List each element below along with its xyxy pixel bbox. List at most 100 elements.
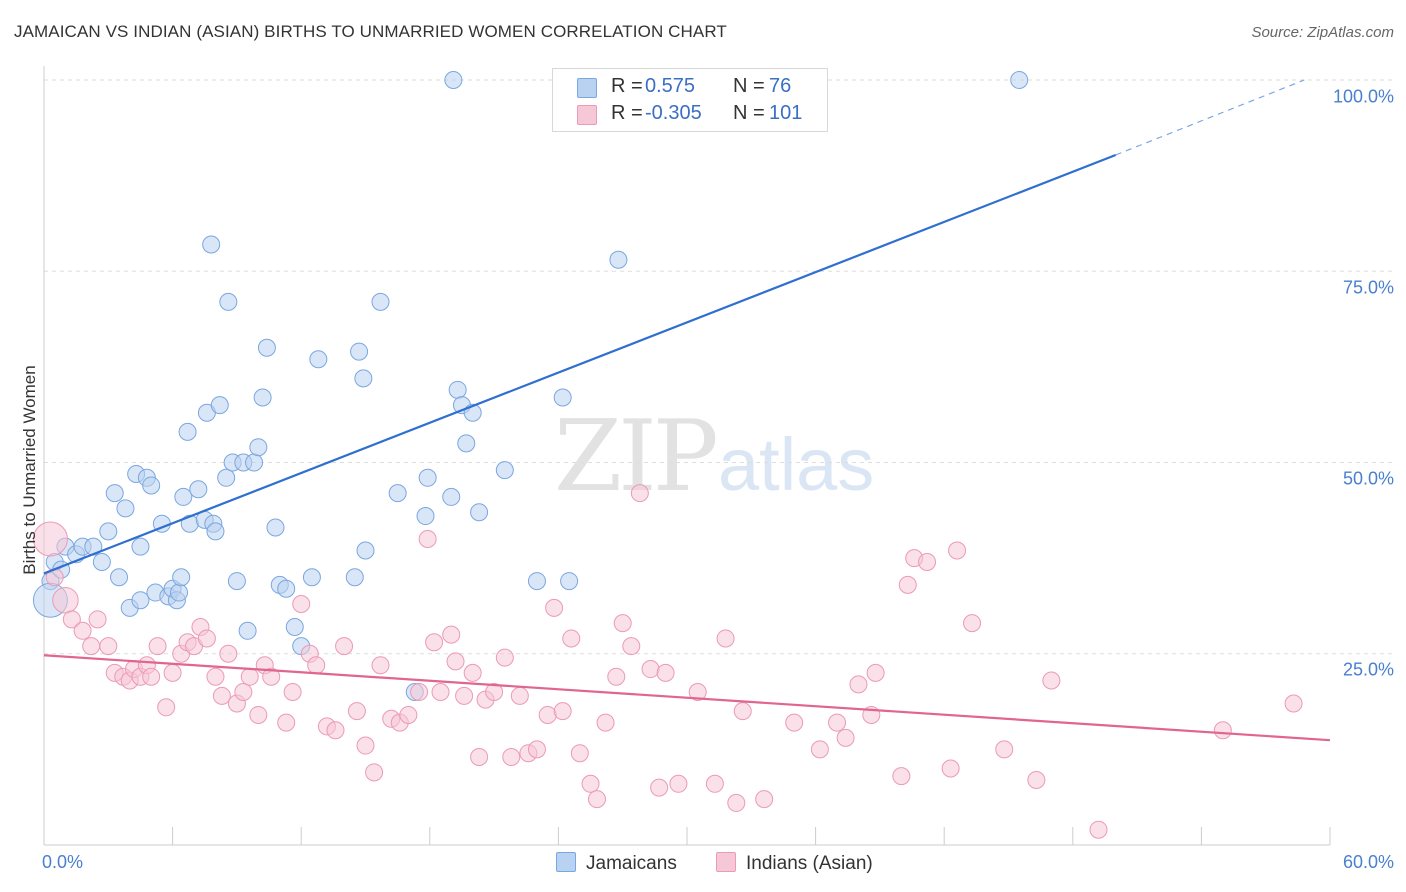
jamaican-point (448, 380, 467, 399)
jamaican-point (345, 568, 364, 587)
y-tick-label-100: 100.0% (1332, 86, 1394, 107)
indian-point (607, 667, 626, 686)
indian-point (283, 683, 302, 701)
indian-point (785, 713, 804, 732)
indian-point (399, 705, 418, 724)
bottom-legend-swatch (716, 852, 736, 872)
indian-point (148, 637, 167, 656)
jamaican-point (238, 621, 257, 640)
indian-point (470, 748, 489, 767)
bottom-legend-label: Indians (Asian) (746, 853, 873, 874)
jamaican-point (416, 507, 435, 526)
indian-point (892, 767, 911, 786)
legend-swatch-jamaicans (577, 78, 597, 98)
jamaican-point (442, 487, 461, 506)
indian-point (545, 598, 564, 617)
indian-point (212, 686, 231, 705)
indian-point (716, 629, 735, 648)
indian-point (206, 667, 225, 686)
indian-point (898, 575, 917, 594)
indian-point (755, 790, 774, 809)
jamaican-trend-line-extension (1115, 79, 1305, 156)
indian-point (650, 778, 669, 797)
indian-point (641, 660, 660, 679)
y-tick-label-25: 25.0% (1342, 659, 1394, 680)
indian-point (866, 663, 885, 682)
indian-point (656, 663, 675, 682)
x-tick-label-min: 0.0% (42, 852, 84, 872)
indian-point (371, 656, 390, 675)
indian-point (570, 744, 589, 763)
indian-point (292, 595, 311, 614)
jamaican-point (354, 369, 373, 388)
indian-point (442, 625, 461, 644)
indian-point (52, 586, 79, 614)
chart-title: JAMAICAN VS INDIAN (ASIAN) BIRTHS TO UNM… (14, 22, 727, 41)
jamaican-point (560, 572, 579, 591)
indian-point (418, 530, 437, 548)
indian-point (810, 740, 829, 759)
indian-point (510, 686, 529, 705)
jamaican-point (131, 537, 150, 556)
jamaican-point (266, 518, 285, 537)
indian-point (688, 683, 707, 701)
indian-point (277, 713, 296, 732)
jamaican-point (92, 552, 111, 571)
indian-point (142, 667, 161, 686)
indian-point (425, 633, 444, 652)
indian-point (163, 663, 182, 682)
legend-r-label: R = (611, 75, 643, 97)
indian-point (948, 541, 967, 560)
jamaican-point (285, 617, 304, 636)
bottom-legend-indians: Indians (Asian) (716, 852, 873, 875)
jamaican-point (457, 434, 476, 453)
jamaican-point (202, 235, 221, 254)
indian-point (307, 656, 326, 675)
jamaican-point (470, 503, 489, 522)
jamaican-point (495, 461, 514, 480)
indian-point (157, 698, 176, 717)
jamaican-point (206, 522, 225, 541)
stats-legend: R = 0.575 N = 76 R = -0.305 N = 101 (552, 68, 828, 132)
indian-point (727, 793, 746, 812)
jamaican-trend-line (43, 153, 1117, 575)
indian-point (1284, 694, 1303, 713)
indian-point (455, 686, 474, 705)
indian-point (495, 648, 514, 667)
jamaican-point (245, 453, 264, 472)
indian-point (553, 702, 572, 721)
data-points (32, 71, 1303, 839)
indian-point (82, 637, 101, 656)
jamaican-point (210, 396, 229, 415)
bottom-legend-jamaicans: Jamaicans (556, 852, 677, 875)
indian-point (485, 683, 504, 701)
indian-point (365, 763, 384, 782)
jamaican-point (418, 468, 437, 487)
indian-point (249, 705, 268, 724)
indian-point (197, 629, 216, 648)
indian-point (941, 759, 960, 778)
legend-r-value: -0.305 (645, 102, 702, 124)
jamaican-point (105, 484, 124, 503)
indian-point (581, 774, 600, 793)
indian-point (356, 736, 375, 755)
jamaican-point (371, 292, 390, 311)
indian-point (326, 721, 345, 740)
indian-point (733, 702, 752, 721)
indian-point (88, 610, 107, 629)
indian-point (347, 702, 366, 721)
jamaican-point (356, 541, 375, 560)
indian-point (918, 552, 937, 571)
indian-point (502, 748, 521, 767)
jamaican-point (1010, 71, 1029, 89)
legend-n-label: N = (733, 75, 765, 97)
jamaican-point (609, 250, 628, 269)
jamaican-point (174, 487, 193, 506)
indian-point (995, 740, 1014, 759)
indian-point (463, 663, 482, 682)
indian-point (963, 614, 982, 633)
jamaican-point (170, 583, 189, 602)
y-tick-label-75: 75.0% (1342, 277, 1394, 298)
legend-swatch-indians (577, 105, 597, 125)
